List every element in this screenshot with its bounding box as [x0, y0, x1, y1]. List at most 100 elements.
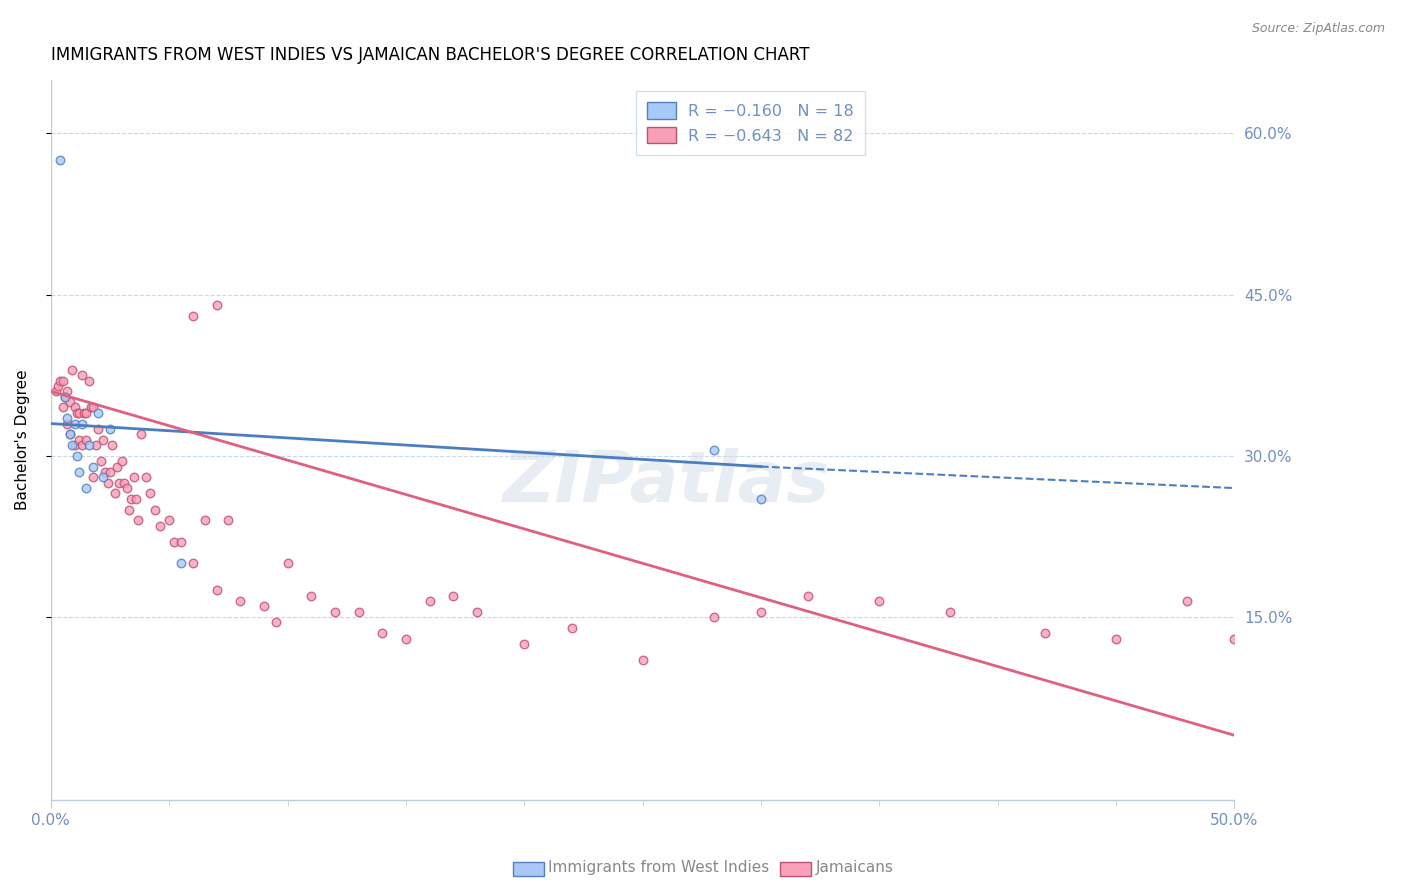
Point [52, 374, 75, 388]
Point [115, 481, 138, 495]
Point [419, 594, 441, 608]
Text: ZIPatlas: ZIPatlas [502, 449, 830, 517]
Point [52, 401, 75, 415]
Point [127, 513, 149, 527]
Point [181, 309, 204, 323]
Point [163, 534, 186, 549]
Point [82, 459, 104, 474]
Point [63, 417, 86, 431]
Point [80, 401, 103, 415]
Point [868, 594, 890, 608]
Point [73, 406, 96, 420]
Point [97, 475, 120, 490]
Point [797, 589, 820, 603]
Point [66, 406, 89, 420]
Point [561, 621, 583, 635]
Point [134, 470, 156, 484]
Point [513, 637, 536, 651]
Point [82, 401, 104, 415]
Point [631, 653, 654, 667]
Point [77, 438, 100, 452]
Point [139, 486, 162, 500]
Point [87, 422, 110, 436]
Point [75, 433, 97, 447]
Point [371, 626, 394, 640]
Point [77, 374, 100, 388]
Point [149, 518, 172, 533]
Point [129, 427, 152, 442]
Point [170, 557, 193, 571]
Point [91, 433, 114, 447]
Point [703, 610, 725, 624]
Point [67, 465, 90, 479]
Point [63, 438, 86, 452]
Point [194, 513, 217, 527]
Point [59, 427, 82, 442]
Point [395, 632, 418, 646]
Point [91, 470, 114, 484]
Point [66, 449, 89, 463]
Point [59, 395, 82, 409]
Point [101, 438, 124, 452]
Point [67, 406, 90, 420]
Point [125, 491, 148, 506]
Point [70, 438, 93, 452]
Point [143, 502, 166, 516]
Point [299, 589, 322, 603]
Point [45, 384, 67, 399]
Point [749, 605, 772, 619]
Point [277, 557, 299, 571]
Text: Immigrants from West Indies: Immigrants from West Indies [548, 860, 769, 874]
Point [347, 605, 370, 619]
Point [217, 513, 239, 527]
Point [205, 583, 228, 598]
Point [112, 475, 135, 490]
Point [229, 594, 252, 608]
Point [87, 406, 110, 420]
Point [63, 401, 86, 415]
Point [84, 438, 107, 452]
Point [49, 374, 72, 388]
Point [60, 363, 83, 377]
Text: Source: ZipAtlas.com: Source: ZipAtlas.com [1251, 22, 1385, 36]
Point [749, 491, 772, 506]
Point [56, 417, 79, 431]
Point [67, 433, 90, 447]
Point [157, 513, 180, 527]
Point [53, 390, 76, 404]
Text: Jamaicans: Jamaicans [815, 860, 893, 874]
Point [264, 615, 287, 630]
Point [181, 557, 204, 571]
Point [170, 534, 193, 549]
Point [441, 589, 464, 603]
Point [98, 465, 121, 479]
Point [323, 605, 346, 619]
Point [60, 438, 83, 452]
Point [108, 475, 131, 490]
Point [46, 379, 69, 393]
Point [105, 459, 128, 474]
Point [49, 153, 72, 168]
Point [75, 481, 97, 495]
Y-axis label: Bachelor's Degree: Bachelor's Degree [15, 369, 30, 510]
Legend: R = −0.160   N = 18, R = −0.643   N = 82: R = −0.160 N = 18, R = −0.643 N = 82 [636, 91, 866, 154]
Point [56, 411, 79, 425]
Point [122, 470, 145, 484]
Point [465, 605, 488, 619]
Point [205, 298, 228, 312]
Point [59, 427, 82, 442]
Point [1223, 632, 1246, 646]
Point [253, 599, 276, 614]
Point [111, 454, 134, 468]
Point [94, 465, 117, 479]
Point [53, 390, 76, 404]
Point [104, 486, 127, 500]
Point [1033, 626, 1056, 640]
Point [1105, 632, 1128, 646]
Point [118, 502, 141, 516]
Point [703, 443, 725, 458]
Point [75, 406, 97, 420]
Point [70, 368, 93, 383]
Point [939, 605, 962, 619]
Point [1175, 594, 1198, 608]
